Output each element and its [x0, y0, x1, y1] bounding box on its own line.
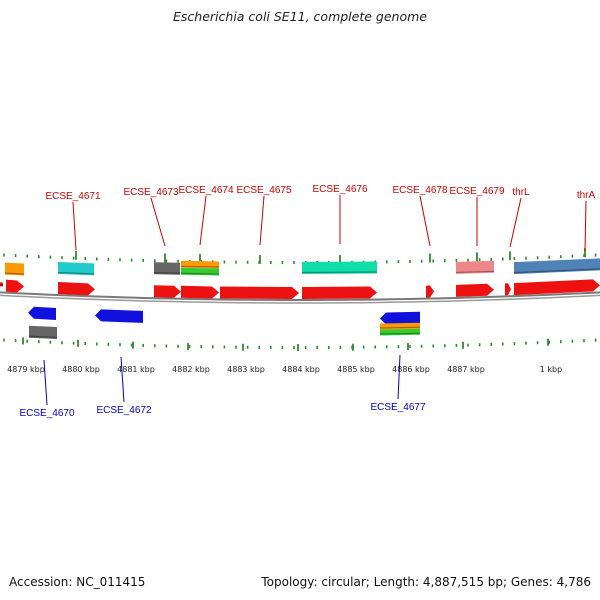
gene-label-leader: [509, 197, 522, 248]
scale-label: 4887 kbp: [447, 365, 485, 374]
feature-box-pink: [456, 260, 494, 274]
feature-box-orange-shade: [180, 265, 220, 268]
forward-cds-arrow: [514, 279, 600, 296]
feature-box-orange: [380, 322, 420, 330]
feature-box-grey: [154, 262, 180, 275]
forward-cds-arrow: [181, 285, 219, 299]
feature-box-grey-shade: [28, 335, 58, 339]
gene-label-leader: [43, 359, 48, 406]
gene-label-leader: [150, 197, 166, 247]
gene-label-leader: [259, 195, 265, 246]
forward-cds-arrow: [302, 286, 377, 299]
genome-summary: Topology: circular; Length: 4,887,515 bp…: [261, 575, 591, 589]
scale-label: 4886 kbp: [392, 365, 430, 374]
forward-cds-arrow: [456, 283, 494, 297]
backbone-outer: [0, 291, 600, 302]
feature-box-orange: [5, 262, 24, 276]
gene-label-thra[interactable]: thrA: [577, 190, 596, 201]
feature-box-green-shade: [379, 332, 421, 335]
scale-label: 4884 kbp: [282, 365, 320, 374]
gene-label-leader: [120, 356, 125, 403]
forward-cds-arrow: [426, 285, 434, 298]
forward-cds-arrow: [58, 282, 95, 296]
feature-box-green: [380, 328, 420, 336]
feature-box-grey-shade: [153, 272, 181, 274]
scale-label: 4879 kbp: [7, 365, 45, 374]
forward-cds-arrow: [220, 286, 299, 299]
scale-label: 4882 kbp: [172, 365, 210, 374]
reverse-cds-arrow: [28, 306, 56, 320]
gene-label-ecse_4677[interactable]: ECSE_4677: [370, 402, 425, 413]
gene-label-leader: [72, 201, 77, 251]
feature-box-steelblue-shade: [513, 268, 600, 274]
gene-label-ecse_4672[interactable]: ECSE_4672: [96, 405, 151, 416]
gene-label-ecse_4679[interactable]: ECSE_4679: [449, 186, 504, 197]
feature-box-teal: [302, 261, 377, 274]
scale-label: 4883 kbp: [227, 365, 265, 374]
gene-label-leader: [397, 354, 401, 400]
gene-label-leader: [419, 195, 431, 247]
feature-box-cyan-shade: [57, 271, 95, 275]
reverse-cds-arrow: [380, 311, 420, 325]
gene-label-ecse_4678[interactable]: ECSE_4678: [392, 185, 447, 196]
feature-box-teal-shade: [301, 271, 378, 274]
gene-label-ecse_4673[interactable]: ECSE_4673: [123, 187, 178, 198]
gene-label-ecse_4676[interactable]: ECSE_4676: [312, 184, 367, 195]
feature-box-green: [181, 267, 219, 276]
scale-label: 4885 kbp: [337, 365, 375, 374]
feature-box-cyan: [58, 262, 94, 276]
reverse-cds-arrow: [95, 309, 143, 323]
feature-box-grey: [29, 325, 57, 339]
accession-label: Accession: NC_011415: [9, 575, 146, 589]
backbone-inner: [0, 294, 600, 304]
scale-label: 4880 kbp: [62, 365, 100, 374]
feature-box-red: [0, 282, 3, 287]
gene-label-thrl[interactable]: thrL: [512, 187, 530, 198]
scale-label: 4881 kbp: [117, 365, 155, 374]
feature-box-green-shade: [180, 272, 220, 275]
feature-box-orange-shade: [379, 326, 421, 329]
scale-label: 1 kbp: [540, 365, 562, 374]
gene-label-leader: [199, 195, 207, 246]
feature-box-orange-shade: [4, 272, 25, 275]
feature-box-pink-shade: [455, 270, 495, 274]
feature-box-orange: [181, 260, 219, 269]
gene-label-leader: [584, 200, 587, 252]
gene-label-ecse_4671[interactable]: ECSE_4671: [45, 191, 100, 202]
forward-cds-arrow: [154, 285, 181, 298]
forward-cds-arrow: [6, 279, 24, 293]
forward-cds-arrow: [505, 283, 511, 296]
gene-label-ecse_4670[interactable]: ECSE_4670: [19, 408, 74, 419]
gene-label-ecse_4674[interactable]: ECSE_4674: [178, 185, 233, 196]
genome-title: Escherichia coli SE11, complete genome: [173, 9, 427, 24]
gene-label-ecse_4675[interactable]: ECSE_4675: [236, 185, 291, 196]
feature-box-steelblue: [514, 258, 600, 275]
